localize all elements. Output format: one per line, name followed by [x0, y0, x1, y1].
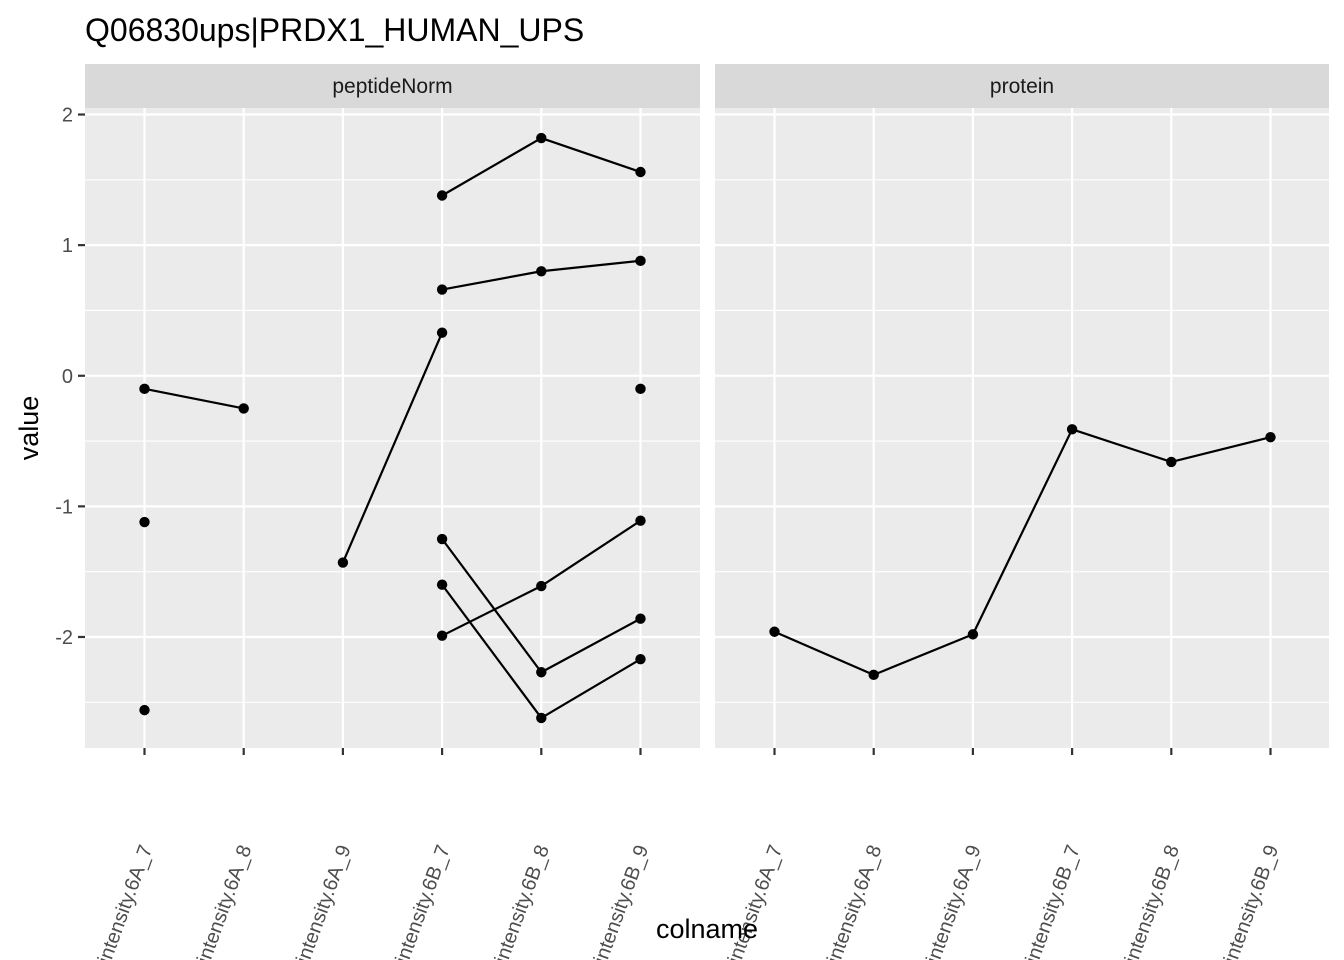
chart-title: Q06830ups|PRDX1_HUMAN_UPS: [85, 12, 584, 48]
data-point: [635, 653, 646, 665]
data-point: [635, 515, 646, 526]
data-point: [436, 190, 448, 201]
data-point: [436, 630, 448, 641]
series-line-segment: [144, 387, 244, 410]
data-point: [635, 383, 646, 395]
x-tick-label: intensity.6A_7: [94, 842, 157, 960]
series-line-segment: [541, 259, 641, 273]
y-axis-title: value: [14, 396, 44, 461]
x-axis-title: colname: [656, 914, 758, 944]
y-tick-label: 1: [62, 235, 73, 257]
series-line-segment: [1171, 436, 1271, 464]
series-line-segment: [774, 630, 875, 676]
data-point: [436, 327, 448, 338]
data-point: [769, 626, 780, 637]
data-point: [436, 533, 448, 545]
series-line-segment: [540, 617, 642, 674]
data-point: [436, 284, 448, 295]
data-point: [967, 629, 979, 640]
data-point: [139, 704, 150, 716]
series-line-segment: [1071, 428, 1172, 464]
series-line-segment: [540, 519, 642, 587]
data-point: [1166, 456, 1177, 468]
data-point: [1066, 424, 1078, 435]
series-line-segment: [441, 137, 542, 197]
data-point: [1265, 431, 1276, 443]
x-tick-label: intensity.6A_8: [823, 842, 886, 960]
panel-background: [715, 108, 1329, 748]
series-line-segment: [441, 538, 543, 673]
x-tick-label: intensity.6B_9: [1220, 842, 1283, 960]
data-point: [536, 266, 547, 277]
y-tick-label: -1: [55, 496, 73, 518]
x-tick-label: intensity.6B_9: [590, 842, 653, 960]
data-point: [536, 132, 547, 144]
x-tick-label: intensity.6A_9: [292, 842, 355, 960]
facet-strip-label: protein: [990, 75, 1054, 98]
data-point: [238, 403, 249, 414]
series-line-segment: [540, 137, 641, 174]
data-point: [139, 516, 150, 528]
data-point: [868, 669, 879, 681]
data-point: [635, 166, 646, 178]
y-tick-label: 2: [62, 105, 73, 127]
series-line-segment: [341, 332, 444, 563]
x-tick-label: intensity.6A_9: [922, 842, 985, 960]
x-tick-label: intensity.6B_8: [491, 842, 554, 960]
data-point: [139, 383, 150, 395]
series-line-segment: [441, 585, 542, 637]
y-tick-label: -2: [55, 627, 73, 649]
data-point: [536, 712, 547, 724]
facet-panel-peptideNorm: peptideNorm intensity.6A_7 intensity.6A_8 i…: [85, 64, 700, 960]
data-point: [536, 667, 547, 678]
data-point: [536, 580, 547, 592]
series-line-segment: [441, 584, 543, 719]
series-line-segment: [873, 633, 974, 676]
x-tick-label: intensity.6B_7: [392, 842, 455, 960]
facet-strip: [85, 64, 700, 108]
x-tick-label: intensity.6B_7: [1022, 842, 1085, 960]
data-point: [337, 557, 349, 568]
series-line-segment: [441, 270, 542, 291]
x-tick-label: intensity.6A_8: [193, 842, 256, 960]
facet-strip: [715, 64, 1329, 108]
y-tick-label: 0: [62, 366, 73, 388]
x-tick-label: intensity.6B_8: [1121, 842, 1184, 960]
data-point: [635, 613, 646, 624]
panel-background: [85, 108, 700, 748]
data-point: [635, 255, 646, 267]
series-line-segment: [971, 428, 1074, 635]
data-point: [436, 579, 448, 590]
series-line-segment: [540, 658, 642, 719]
facet-strip-label: peptideNorm: [332, 75, 452, 98]
